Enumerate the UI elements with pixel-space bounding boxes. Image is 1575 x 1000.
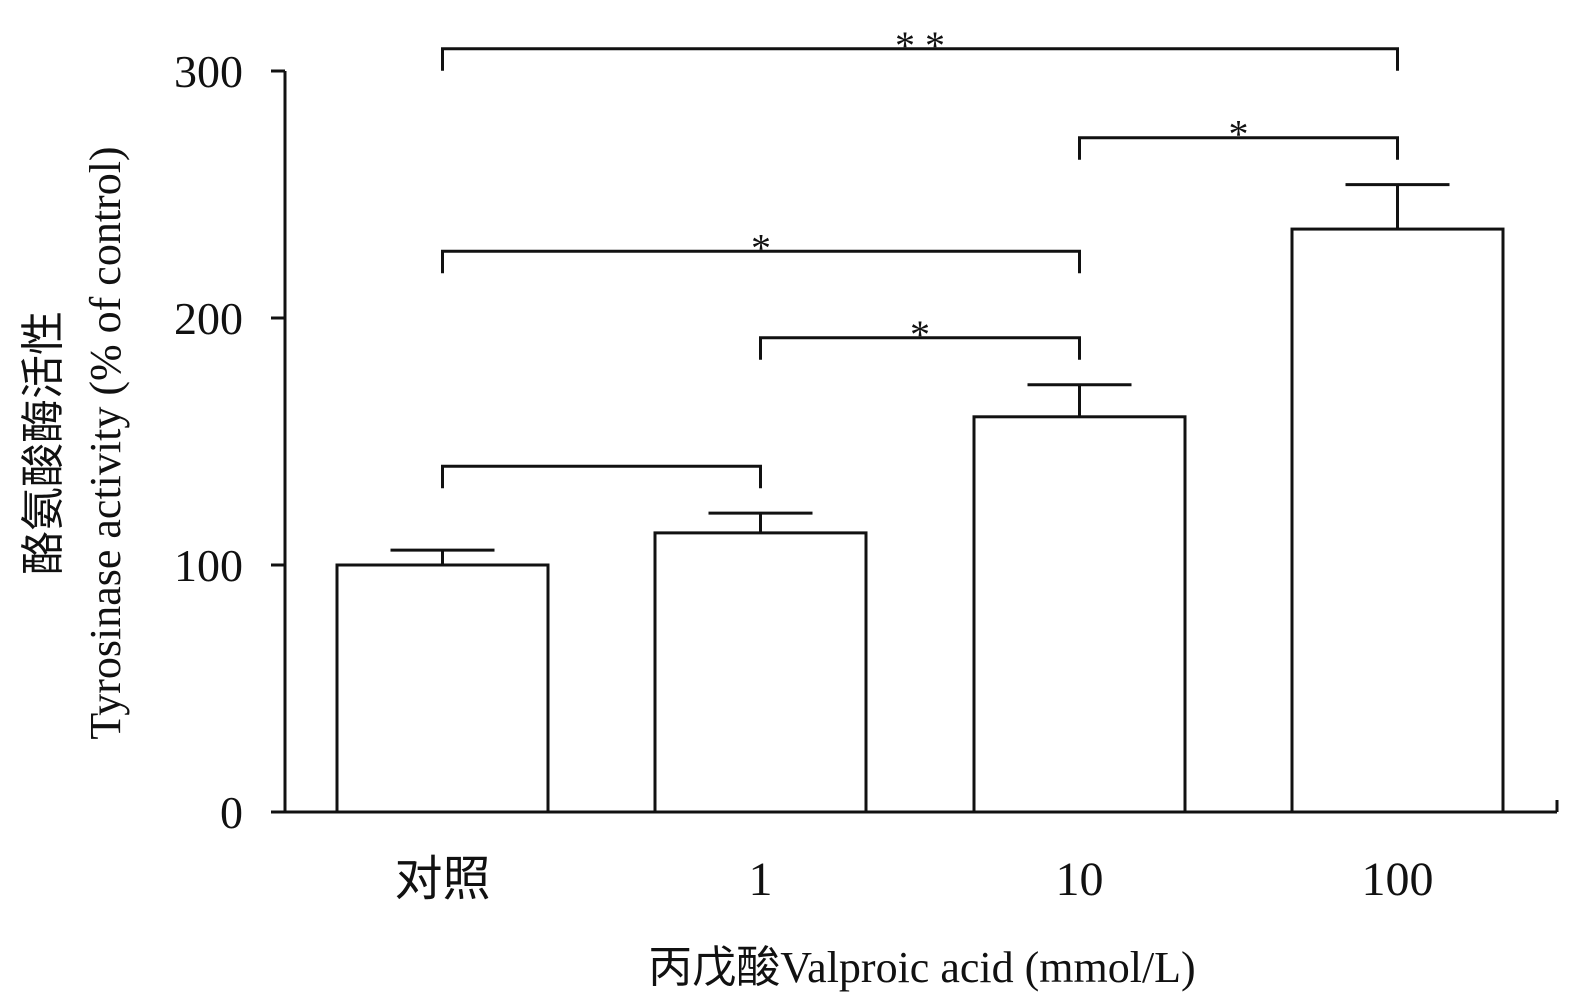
- y-tick-label: 300: [174, 46, 243, 97]
- significance-bracket: [1078, 136, 1399, 160]
- y-tick-label: 100: [174, 540, 243, 591]
- significance-label: * *: [895, 23, 945, 68]
- significance-bracket: [441, 47, 1399, 71]
- x-tick-label: 10: [1056, 853, 1104, 906]
- significance-label: *: [1229, 112, 1249, 157]
- bar: [1290, 227, 1505, 814]
- bar: [335, 563, 550, 814]
- y-axis-title-chinese: 酪氨酸酶活性: [19, 311, 68, 575]
- significance-bracket: [759, 336, 1081, 360]
- significance-bracket: [441, 249, 1081, 274]
- y-tick-label: 200: [174, 293, 243, 344]
- bar: [653, 531, 868, 814]
- significance-bracket: [441, 464, 762, 489]
- x-tick-label: 100: [1362, 853, 1434, 906]
- x-tick-label: 对照: [394, 853, 490, 906]
- significance-label: *: [910, 312, 930, 357]
- x-axis-title: 丙戊酸Valproic acid (mmol/L): [648, 943, 1195, 992]
- y-tick-label: 0: [220, 787, 243, 838]
- y-axis-title-english: Tyrosinase activity (% of control): [81, 146, 130, 739]
- plot-area: 0 100 200 300 对照 1 10 100 * * * * *: [174, 23, 1559, 906]
- significance-label: *: [751, 225, 771, 270]
- x-tick-label: 1: [749, 853, 773, 906]
- bar: [972, 415, 1187, 814]
